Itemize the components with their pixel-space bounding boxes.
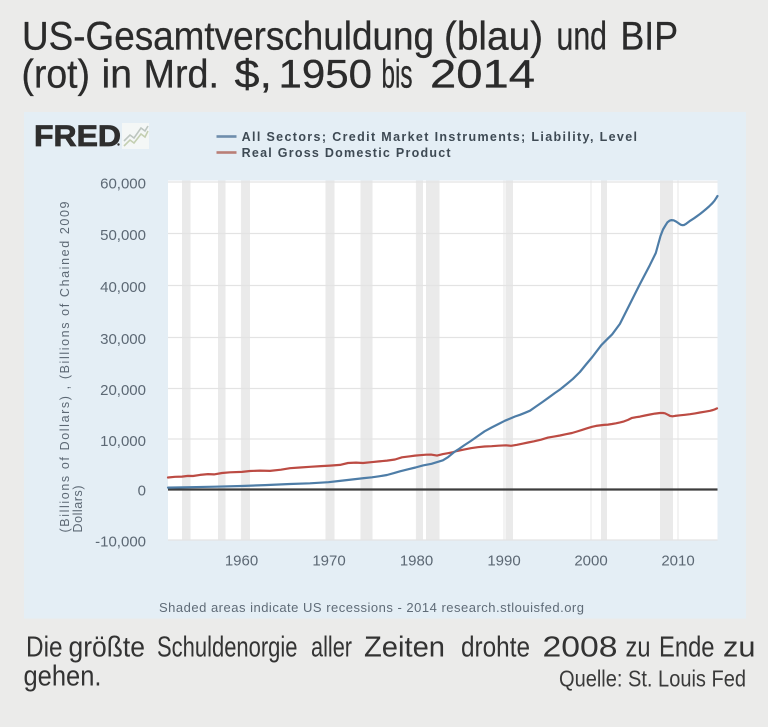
svg-text:1950: 1950 <box>279 53 373 97</box>
svg-text:2014: 2014 <box>430 53 535 97</box>
svg-text:All Sectors; Credit Market Ins: All Sectors; Credit Market Instruments; … <box>242 130 637 144</box>
svg-text:aller: aller <box>311 632 352 664</box>
svg-text:20,000: 20,000 <box>100 382 146 399</box>
svg-text:(rot): (rot) <box>22 53 91 97</box>
svg-text:Schuldenorgie: Schuldenorgie <box>157 632 298 664</box>
svg-text:60,000: 60,000 <box>100 176 146 193</box>
svg-text:1960: 1960 <box>225 553 258 570</box>
svg-text:0: 0 <box>138 483 146 500</box>
svg-text:1970: 1970 <box>312 553 345 570</box>
svg-text:50,000: 50,000 <box>100 227 146 244</box>
svg-text:Die: Die <box>26 632 63 664</box>
svg-text:Dollars): Dollars) <box>71 486 85 533</box>
svg-text:10,000: 10,000 <box>100 433 146 450</box>
svg-text:1980: 1980 <box>400 553 433 570</box>
svg-text:1990: 1990 <box>487 553 520 570</box>
svg-text:BIP: BIP <box>621 15 679 59</box>
svg-text:FRED: FRED <box>34 120 121 153</box>
svg-text:bis: bis <box>382 53 413 97</box>
svg-text:$,: $, <box>235 53 273 97</box>
svg-text:US-Gesamtverschuldung: US-Gesamtverschuldung <box>22 15 434 59</box>
svg-text:-10,000: -10,000 <box>95 534 146 551</box>
svg-text:Mrd.: Mrd. <box>144 53 220 97</box>
svg-text:2008: 2008 <box>543 632 618 664</box>
svg-text:und: und <box>557 15 608 59</box>
svg-text:2010: 2010 <box>661 553 694 570</box>
svg-text:(Billions of Dollars) , (Billi: (Billions of Dollars) , (Billions of Cha… <box>58 201 72 532</box>
svg-text:2000: 2000 <box>574 553 607 570</box>
svg-text:Zeiten: Zeiten <box>364 632 445 664</box>
svg-text:in: in <box>102 53 133 97</box>
svg-text:40,000: 40,000 <box>100 279 146 296</box>
svg-text:Quelle: St. Louis Fed: Quelle: St. Louis Fed <box>559 666 746 692</box>
svg-text:Ende: Ende <box>659 632 715 664</box>
svg-text:zu: zu <box>626 632 651 664</box>
svg-text:gehen.: gehen. <box>24 661 102 693</box>
svg-text:(blau): (blau) <box>444 15 543 59</box>
svg-text:größte: größte <box>69 632 146 664</box>
svg-text:zu: zu <box>723 632 756 664</box>
svg-text:30,000: 30,000 <box>100 331 146 348</box>
svg-text:drohte: drohte <box>461 632 530 664</box>
svg-text:Shaded areas indicate US reces: Shaded areas indicate US recessions - 20… <box>159 600 584 615</box>
svg-text:Real Gross Domestic Product: Real Gross Domestic Product <box>242 146 452 160</box>
